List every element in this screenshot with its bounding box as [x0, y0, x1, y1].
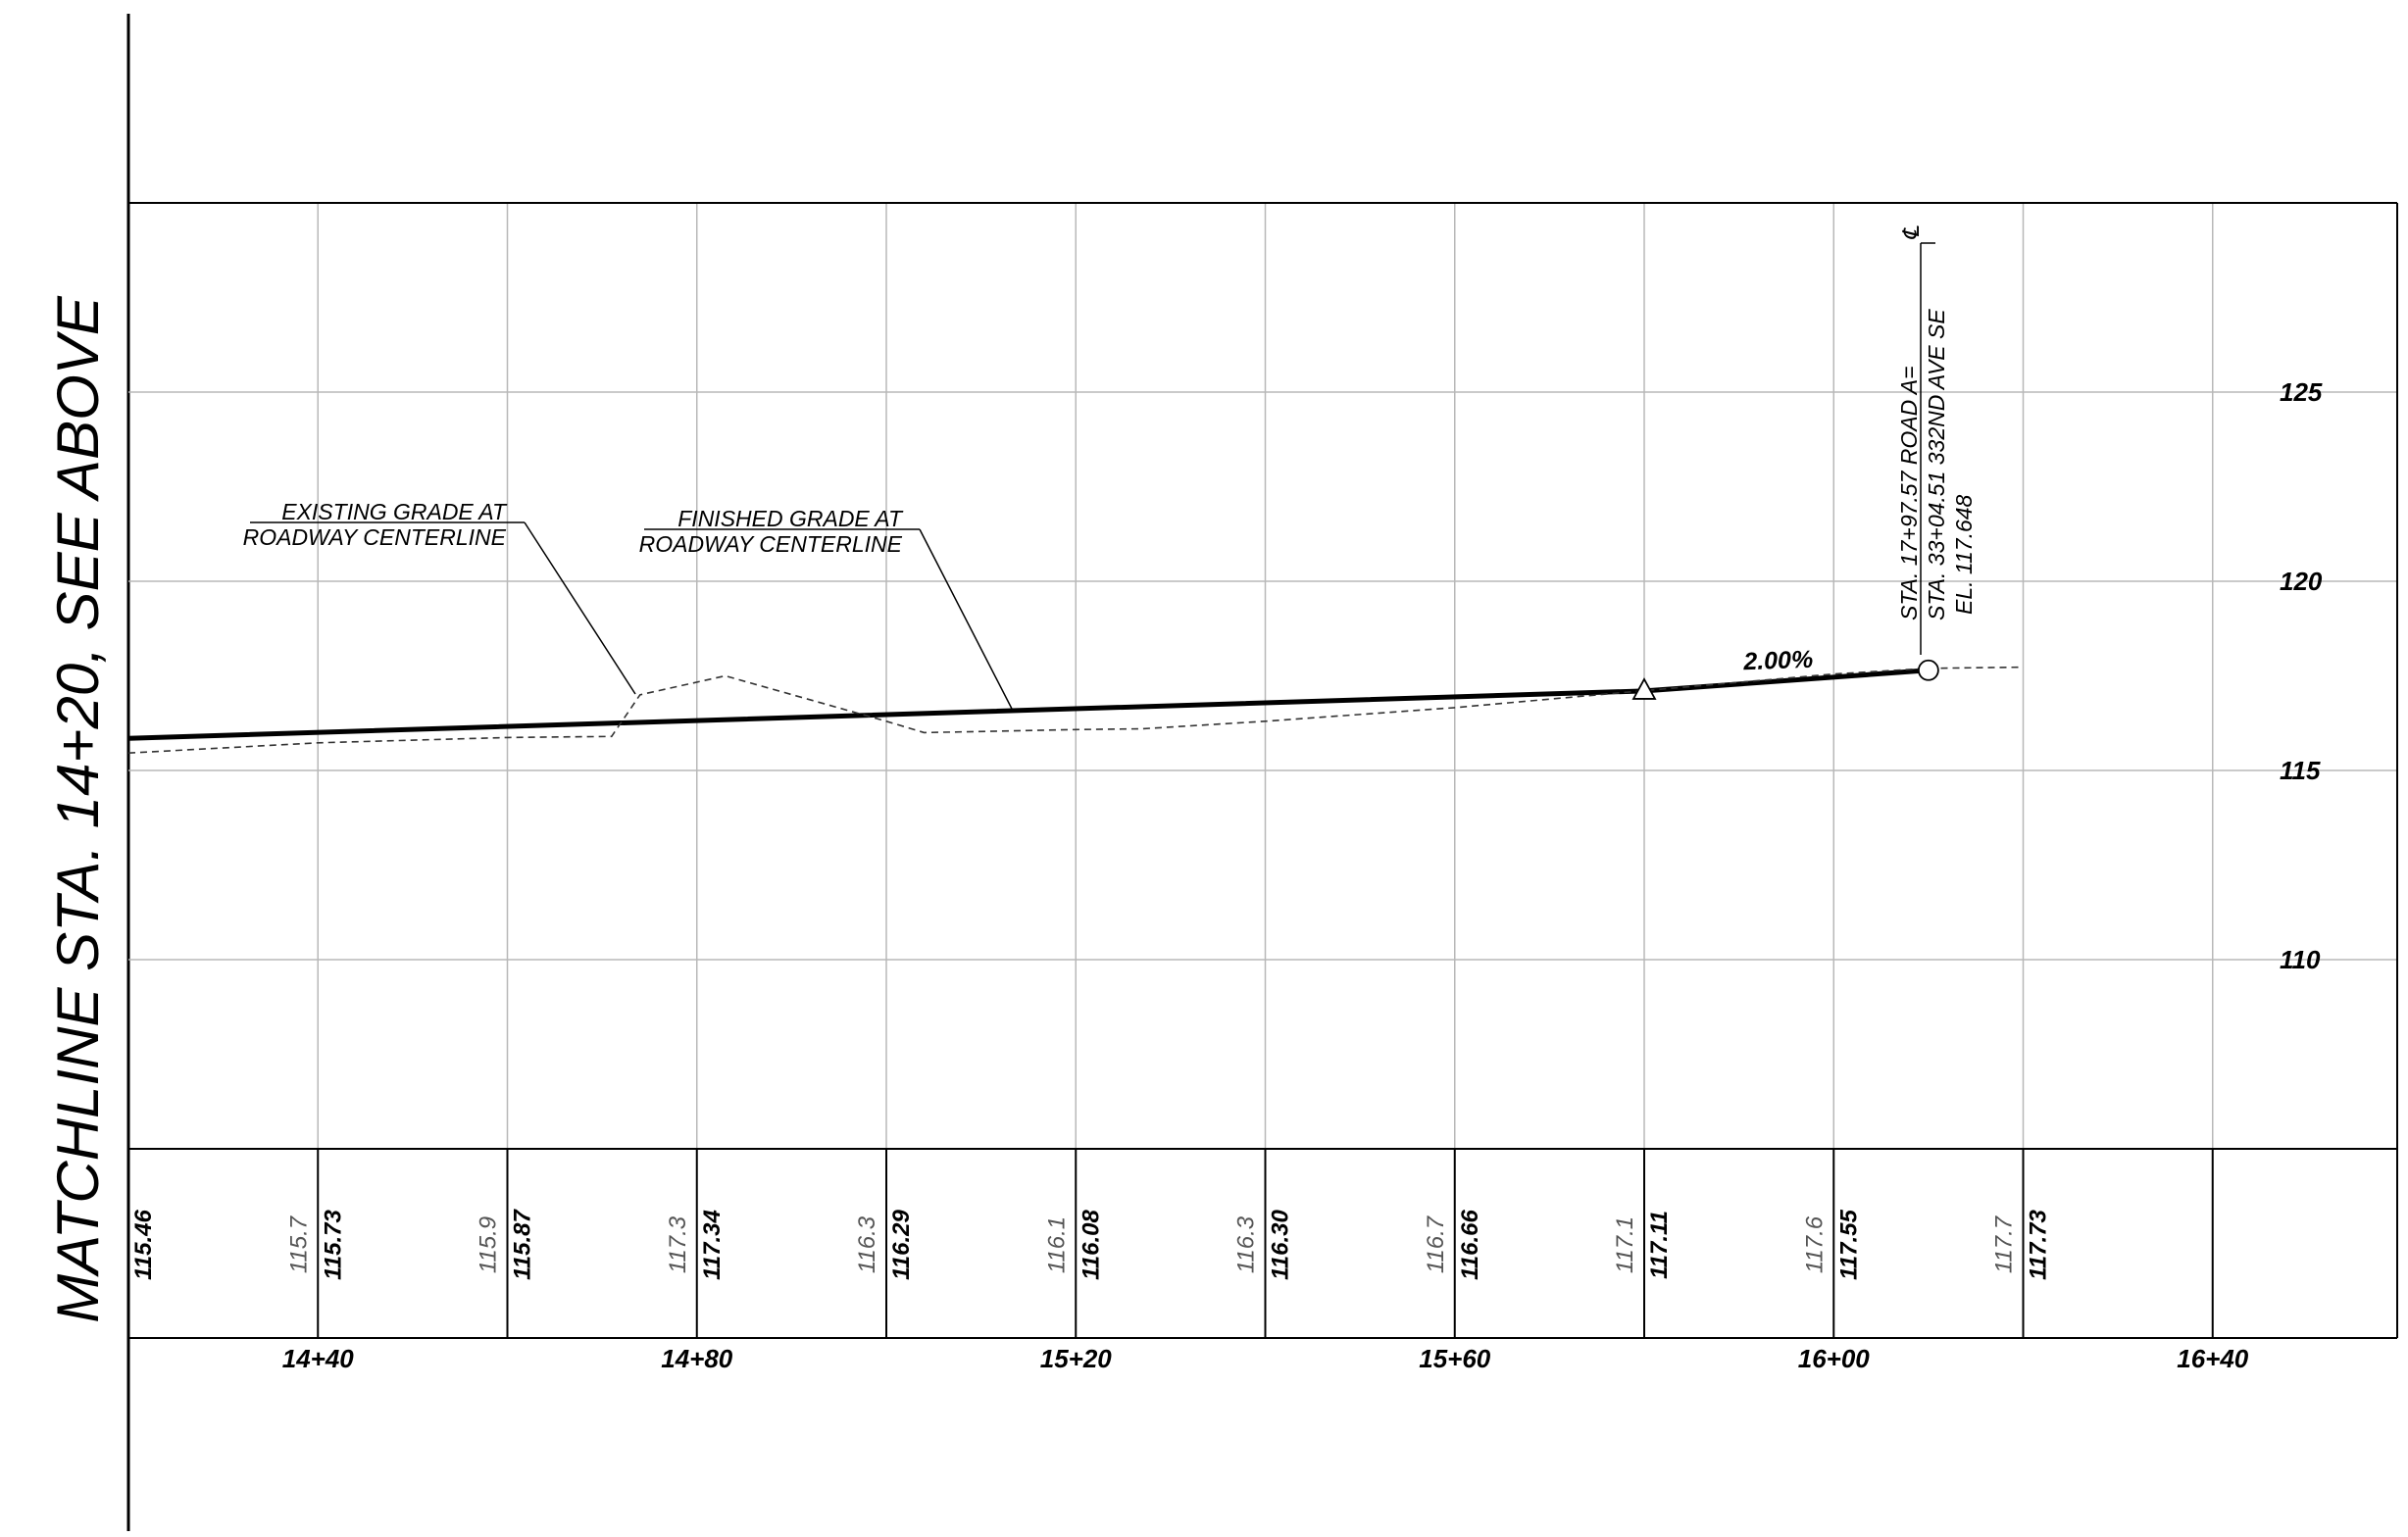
pvi-callout-line-3: EL. 117.648: [1951, 494, 1977, 615]
existing-grade-elevation: 116.7: [1423, 1215, 1449, 1273]
finished-grade-elevation: 115.73: [320, 1210, 346, 1280]
elevation-table: 115.46 115.7 115.73 115.9 115.87 117.3 117.34 1…: [130, 1209, 2052, 1280]
finished-grade-callout-line-2: ROADWAY CENTERLINE: [639, 531, 903, 557]
finished-grade-callout: FINISHED GRADE AT ROADWAY CENTERLINE: [639, 506, 1014, 712]
existing-grade-callout: EXISTING GRADE AT ROADWAY CENTERLINE: [243, 499, 636, 695]
station-axis-labels: 14+40 14+80 15+20 15+60 16+00 16+40: [282, 1344, 2249, 1373]
finished-grade-elevation: 116.30: [1268, 1210, 1294, 1280]
existing-grade-elevation: 115.9: [476, 1216, 502, 1273]
existing-grade-elevation: 116.3: [1233, 1215, 1260, 1273]
elevation-tick-label: 115: [2280, 756, 2321, 785]
pvi-callout: STA. 17+97.57 ROAD A= STA. 33+04.51 332N…: [1896, 309, 1977, 620]
elevation-tick-label: 125: [2280, 377, 2323, 407]
finished-grade-line: [127, 668, 1930, 741]
profile-frame: [128, 202, 2398, 1339]
existing-grade-callout-line-1: EXISTING GRADE AT: [281, 499, 508, 524]
existing-grade-elevation: 117.6: [1801, 1215, 1828, 1273]
pvi-circle-icon: [1917, 659, 1939, 681]
existing-grade-elevation: 117.3: [665, 1215, 691, 1273]
elevation-axis-labels: 110 115 120 125: [2280, 377, 2323, 974]
finished-grade-elevation: 115.46: [130, 1210, 157, 1280]
elevation-tick-label: 120: [2280, 567, 2323, 596]
existing-grade-callout-line-2: ROADWAY CENTERLINE: [243, 524, 507, 550]
profile-markers: [1631, 659, 1939, 700]
existing-grade-elevation: 116.3: [854, 1215, 880, 1273]
finished-grade-leader: [919, 528, 1014, 712]
finished-grade-elevation: 116.66: [1457, 1210, 1483, 1280]
finished-grade-elevation: 117.73: [2026, 1210, 2052, 1280]
finished-grade-callout-line-1: FINISHED GRADE AT: [677, 506, 904, 531]
finished-grade-elevation: 116.29: [888, 1210, 915, 1280]
finished-grade-elevation: 117.55: [1835, 1210, 1862, 1280]
existing-grade-leader: [524, 521, 636, 695]
existing-grade-elevation: 117.7: [1991, 1215, 2018, 1273]
profile-grid: [128, 203, 2397, 1338]
existing-grade-elevation: 116.1: [1043, 1216, 1070, 1273]
grade-break-triangle-icon: [1631, 677, 1657, 700]
elevation-tick-label: 110: [2280, 945, 2321, 974]
slope-label: 2.00%: [1742, 646, 1814, 675]
finished-grade-elevation: 116.08: [1078, 1210, 1104, 1280]
station-tick-label: 14+40: [282, 1344, 355, 1373]
existing-grade-elevation: 115.7: [285, 1215, 312, 1273]
finished-grade-elevation: 115.87: [510, 1209, 536, 1280]
station-tick-label: 15+60: [1419, 1344, 1491, 1373]
pvi-callout-line-1: STA. 17+97.57 ROAD A=: [1896, 366, 1922, 620]
station-tick-label: 16+00: [1798, 1344, 1871, 1373]
pvi-callout-line-2: STA. 33+04.51 332ND AVE SE: [1924, 309, 1949, 620]
finished-grade-elevation: 117.34: [699, 1210, 726, 1280]
station-tick-label: 16+40: [2177, 1344, 2249, 1373]
station-tick-label: 15+20: [1040, 1344, 1113, 1373]
station-tick-label: 14+80: [661, 1344, 733, 1373]
matchline-label: MATCHLINE STA. 14+20, SEE ABOVE: [45, 295, 111, 1323]
finished-grade-elevation: 117.11: [1646, 1211, 1673, 1279]
centerline-symbol: ℄: [1898, 224, 1924, 240]
existing-grade-elevation: 117.1: [1612, 1216, 1638, 1273]
